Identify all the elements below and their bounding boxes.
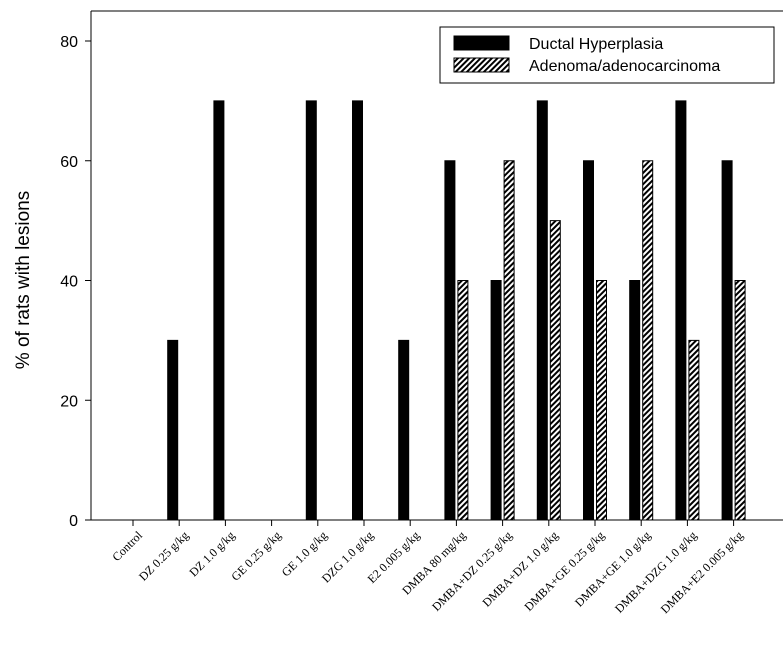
- bar-adenoma: [549, 220, 561, 521]
- legend-label: Ductal Hyperplasia: [529, 36, 663, 53]
- bar-ductal-hyperplasia: [536, 100, 548, 521]
- y-axis: 0 20 40 60 80: [60, 34, 91, 530]
- bar-ductal-hyperplasia: [444, 160, 456, 521]
- y-tick-label: 0: [69, 513, 78, 530]
- bar-ductal-hyperplasia: [675, 100, 687, 521]
- bar-adenoma: [457, 280, 469, 521]
- bar-ductal-hyperplasia: [629, 280, 641, 521]
- x-tick-label: DMBA+DZ 0.25 g/kg: [429, 528, 515, 614]
- bar-adenoma: [734, 280, 746, 521]
- bar-adenoma: [596, 280, 607, 521]
- x-tick-label: DZ 0.25 g/kg: [136, 528, 191, 583]
- legend-swatch: [453, 57, 510, 73]
- bar-ductal-hyperplasia: [721, 160, 733, 521]
- bar-ductal-hyperplasia: [213, 100, 225, 521]
- bar-ductal-hyperplasia: [352, 100, 363, 521]
- y-tick-label: 40: [60, 274, 78, 291]
- y-tick-label: 20: [60, 393, 78, 410]
- bar-adenoma: [642, 160, 654, 521]
- y-tick-label: 60: [60, 154, 78, 171]
- bar-ductal-hyperplasia: [305, 100, 317, 521]
- x-tick-label: DMBA+E2 0.005 g/kg: [658, 528, 746, 616]
- bar-ductal-hyperplasia: [167, 339, 179, 521]
- bar-ductal-hyperplasia: [583, 160, 594, 521]
- x-tick-label: DMBA+GE 0.25 g/kg: [521, 528, 607, 614]
- y-tick-label: 80: [60, 34, 78, 51]
- legend: Ductal Hyperplasia Adenoma/adenocarcinoma: [439, 26, 775, 84]
- bar-adenoma: [688, 339, 700, 521]
- plot-frame: [90, 10, 783, 521]
- legend-label: Adenoma/adenocarcinoma: [529, 58, 720, 75]
- bars: [167, 100, 746, 521]
- bar-adenoma: [503, 160, 515, 521]
- y-axis-label: % of rats with lesions: [13, 191, 34, 369]
- x-tick-label: Control: [109, 528, 145, 564]
- x-tick-label: DMBA+DZG 1.0 g/kg: [612, 528, 700, 616]
- x-tick-label: GE 0.25 g/kg: [228, 528, 283, 583]
- legend-swatch: [453, 35, 510, 51]
- bar-ductal-hyperplasia: [398, 339, 410, 521]
- bar-ductal-hyperplasia: [490, 280, 502, 521]
